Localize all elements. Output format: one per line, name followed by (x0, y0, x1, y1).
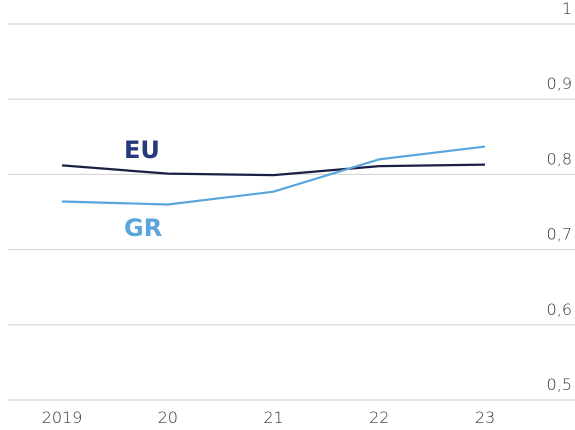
x-tick-label: 21 (263, 408, 283, 427)
y-tick-label: 0,5 (547, 375, 572, 394)
series-line (61, 163, 486, 177)
x-tick-label: 20 (158, 408, 178, 427)
y-tick-label: 0,6 (547, 300, 572, 319)
series-label: GR (124, 214, 162, 242)
series-line (61, 145, 486, 206)
series-label: EU (124, 136, 160, 164)
y-tick-label: 0,8 (547, 149, 572, 168)
y-tick-label: 0,9 (547, 74, 572, 93)
y-tick-label: 1 (562, 0, 572, 18)
x-tick-label: 2019 (42, 408, 83, 427)
x-tick-label: 22 (369, 408, 389, 427)
y-tick-label: 0,7 (547, 225, 572, 244)
x-tick-label: 23 (475, 408, 495, 427)
